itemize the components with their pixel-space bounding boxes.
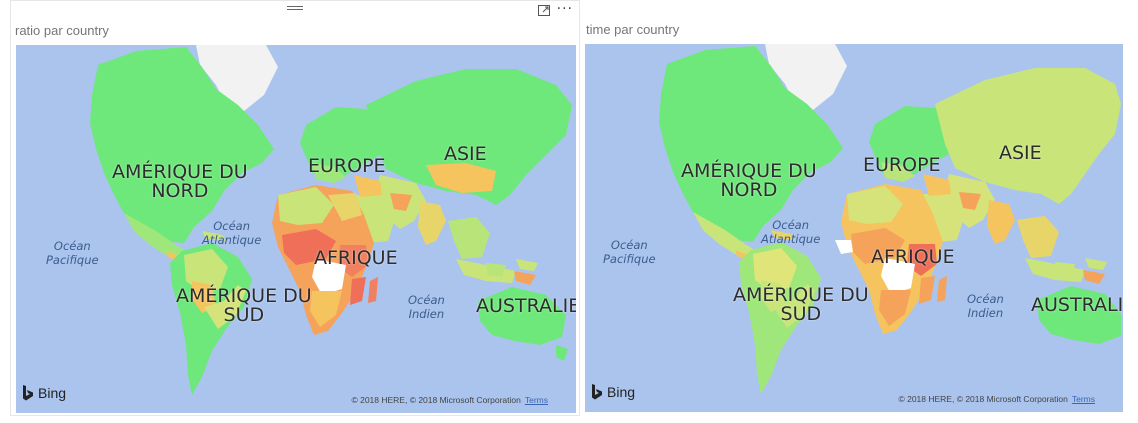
focus-mode-icon[interactable]: [537, 3, 551, 17]
bing-logo: Bing: [22, 385, 66, 401]
label-pacific-ocean: Océan Pacifique: [46, 239, 99, 268]
bing-logo: Bing: [591, 384, 635, 400]
label-indian-ocean: Océan Indien: [967, 292, 1004, 321]
copyright-text: © 2018 HERE, © 2018 Microsoft Corporatio…: [898, 394, 1068, 404]
map-copyright: © 2018 HERE, © 2018 Microsoft Corporatio…: [898, 394, 1095, 404]
label-atlantic-ocean: Océan Atlantique: [761, 218, 821, 247]
label-australia: AUSTRALIE: [476, 295, 576, 317]
visual-header: ···: [11, 1, 579, 21]
bing-label: Bing: [38, 385, 67, 401]
label-asia: ASIE: [999, 142, 1042, 164]
label-north-america: AMÉRIQUE DU NORD: [112, 161, 248, 202]
copyright-text: © 2018 HERE, © 2018 Microsoft Corporatio…: [351, 395, 521, 405]
map-copyright: © 2018 HERE, © 2018 Microsoft Corporatio…: [351, 395, 548, 405]
label-pacific-ocean: Océan Pacifique: [603, 238, 656, 267]
map-canvas[interactable]: AMÉRIQUE DU NORD EUROPE ASIE AFRIQUE AMÉ…: [16, 45, 576, 413]
label-africa: AFRIQUE: [871, 246, 955, 268]
map-visual-time[interactable]: time par country: [580, 0, 1132, 416]
world-map-svg: [585, 44, 1123, 412]
map-canvas[interactable]: AMÉRIQUE DU NORD EUROPE ASIE AFRIQUE AMÉ…: [585, 44, 1123, 412]
visual-title: ratio par country: [15, 23, 109, 38]
more-options-icon[interactable]: ···: [556, 1, 573, 17]
bing-icon: [23, 385, 33, 401]
label-europe: EUROPE: [863, 154, 941, 176]
label-australia: AUSTRALIE: [1031, 294, 1123, 316]
label-europe: EUROPE: [308, 155, 386, 177]
terms-link[interactable]: Terms: [524, 395, 548, 405]
label-south-america: AMÉRIQUE DU SUD: [733, 284, 869, 325]
drag-grip-icon[interactable]: [287, 6, 303, 14]
world-map-svg: [16, 45, 576, 413]
bing-label: Bing: [607, 384, 636, 400]
label-asia: ASIE: [444, 143, 487, 165]
bing-icon: [592, 384, 602, 400]
terms-link[interactable]: Terms: [1071, 394, 1095, 404]
label-africa: AFRIQUE: [314, 247, 398, 269]
label-north-america: AMÉRIQUE DU NORD: [681, 160, 817, 201]
visual-title: time par country: [586, 22, 680, 37]
label-south-america: AMÉRIQUE DU SUD: [176, 285, 312, 326]
map-visual-ratio[interactable]: ··· ratio par country: [10, 0, 580, 416]
label-indian-ocean: Océan Indien: [408, 293, 445, 322]
label-atlantic-ocean: Océan Atlantique: [202, 219, 262, 248]
